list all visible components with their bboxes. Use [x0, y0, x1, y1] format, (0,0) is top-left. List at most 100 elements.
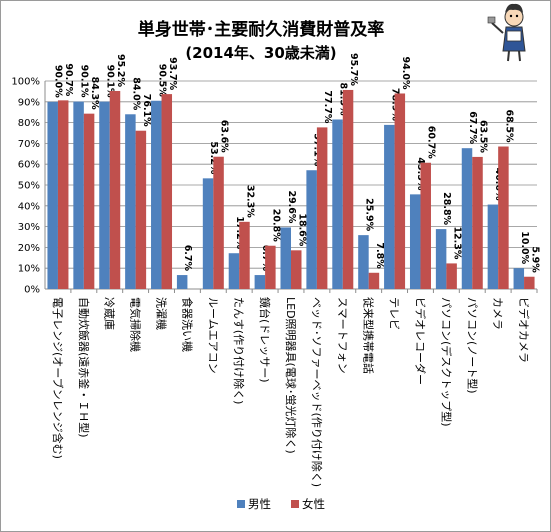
legend-label: 男性	[248, 497, 271, 511]
bar-male	[513, 268, 525, 289]
y-tick-label: 100%	[11, 77, 40, 88]
data-label: 94.0%	[400, 57, 411, 90]
bar-female	[394, 93, 406, 289]
category-label: スマートフォン	[336, 297, 349, 374]
data-label: 84.3%	[89, 77, 100, 110]
category-label: パソコン(ノート型)	[465, 297, 479, 394]
bar-female	[161, 94, 173, 289]
data-label: 12.3%	[452, 226, 463, 259]
bar-female	[368, 272, 380, 289]
data-label: 6.7%	[182, 245, 193, 272]
data-label: 67.7%	[467, 111, 478, 144]
data-label: 95.7%	[348, 53, 359, 86]
bar-male	[487, 204, 499, 289]
bar-female	[420, 162, 431, 289]
category-label: 電子レンジ(オーブンレンジ含む)	[51, 297, 65, 459]
bar-male	[358, 235, 369, 289]
data-label: 77.7%	[322, 90, 333, 123]
bar-female	[109, 90, 121, 289]
y-tick-label: 80%	[18, 118, 40, 129]
legend-label: 女性	[302, 497, 325, 511]
bar-female	[446, 263, 457, 289]
category-label: たんす(作り付け除く)	[232, 297, 246, 404]
category-label: パソコン(デスクトップ型)	[439, 297, 453, 427]
y-tick-label: 30%	[18, 222, 40, 233]
bar-male	[99, 101, 110, 289]
category-label: カメラ	[491, 297, 504, 330]
bar-female	[57, 100, 69, 290]
data-label: 63.5%	[478, 120, 489, 153]
bar-male	[125, 114, 136, 289]
y-tick-label: 60%	[18, 160, 40, 171]
legend-swatch	[291, 500, 299, 508]
data-label: 32.3%	[244, 185, 255, 218]
category-label: ベッド･ソファーベッド(作り付け除く)	[310, 297, 324, 487]
y-tick-label: 20%	[18, 243, 40, 254]
bar-male	[151, 100, 162, 289]
bar-male	[73, 101, 84, 289]
data-label: 18.6%	[296, 213, 307, 246]
mascot-illustration	[487, 3, 526, 62]
bar-female	[342, 89, 354, 289]
y-tick-label: 40%	[18, 201, 40, 212]
bar-female	[83, 113, 95, 289]
bar-female	[291, 250, 302, 289]
data-label: 5.9%	[529, 246, 540, 273]
category-label: ルームエアコン	[206, 297, 219, 374]
category-label: 食器洗い機	[180, 297, 194, 352]
category-label: LED照明器具(電球･蛍光灯除く)	[284, 297, 298, 454]
data-label: 84.0%	[130, 77, 141, 110]
data-label: 63.6%	[219, 120, 230, 153]
bar-male	[384, 124, 395, 289]
bar-female	[213, 156, 224, 289]
chart-title: 単身世帯･主要耐久消費財普及率	[138, 19, 385, 40]
category-label: 鏡台(ドレッサー)	[258, 297, 272, 383]
bar-male	[254, 275, 266, 289]
y-tick-label: 70%	[18, 139, 40, 150]
data-label: 28.8%	[441, 192, 452, 225]
data-label: 25.9%	[363, 198, 374, 231]
bar-female	[239, 221, 250, 289]
bar-male	[332, 119, 343, 289]
category-label: 冷蔵庫	[103, 297, 117, 330]
category-label: テレビ	[388, 297, 401, 330]
bar-female	[524, 276, 535, 289]
bar-female	[316, 127, 328, 289]
bar-female	[498, 146, 509, 289]
bar-male	[409, 194, 421, 289]
data-label: 95.2%	[115, 54, 126, 87]
data-label: 90.1%	[79, 65, 90, 98]
y-tick-label: 90%	[18, 97, 40, 108]
bar-male	[228, 253, 240, 289]
y-tick-label: 10%	[18, 264, 40, 275]
data-label: 60.7%	[426, 126, 437, 159]
bar-male	[202, 178, 214, 289]
bar-male	[461, 148, 473, 289]
data-label: 29.6%	[286, 190, 297, 223]
data-label: 93.7%	[167, 57, 178, 90]
bar-male	[306, 170, 317, 289]
category-label: ビデオカメラ	[517, 297, 531, 363]
bar-male	[176, 275, 188, 289]
bar-male	[280, 227, 291, 289]
plot-area: 0%10%20%30%40%50%60%70%80%90%100% 90.0% 90…	[11, 53, 540, 487]
legend-swatch	[237, 500, 245, 508]
chart-subtitle: (2014年、30歳未満)	[185, 44, 336, 62]
legend: 男性 女性	[237, 497, 325, 511]
bar-female	[265, 245, 276, 289]
data-label: 68.5%	[503, 110, 514, 143]
bar-male	[435, 229, 447, 289]
data-label: 10.0%	[519, 231, 530, 264]
data-label: 90.7%	[63, 63, 74, 96]
data-label: 90.5%	[156, 64, 167, 97]
data-label: 20.8%	[270, 209, 281, 242]
category-label: 従来型携帯電話	[362, 297, 376, 374]
data-label: 90.1%	[104, 65, 115, 98]
y-tick-label: 50%	[18, 181, 40, 192]
bar-male	[47, 101, 58, 289]
data-label: 76.1%	[141, 94, 152, 127]
category-label: 洗濯機	[155, 297, 169, 330]
data-label: 7.8%	[374, 242, 385, 269]
